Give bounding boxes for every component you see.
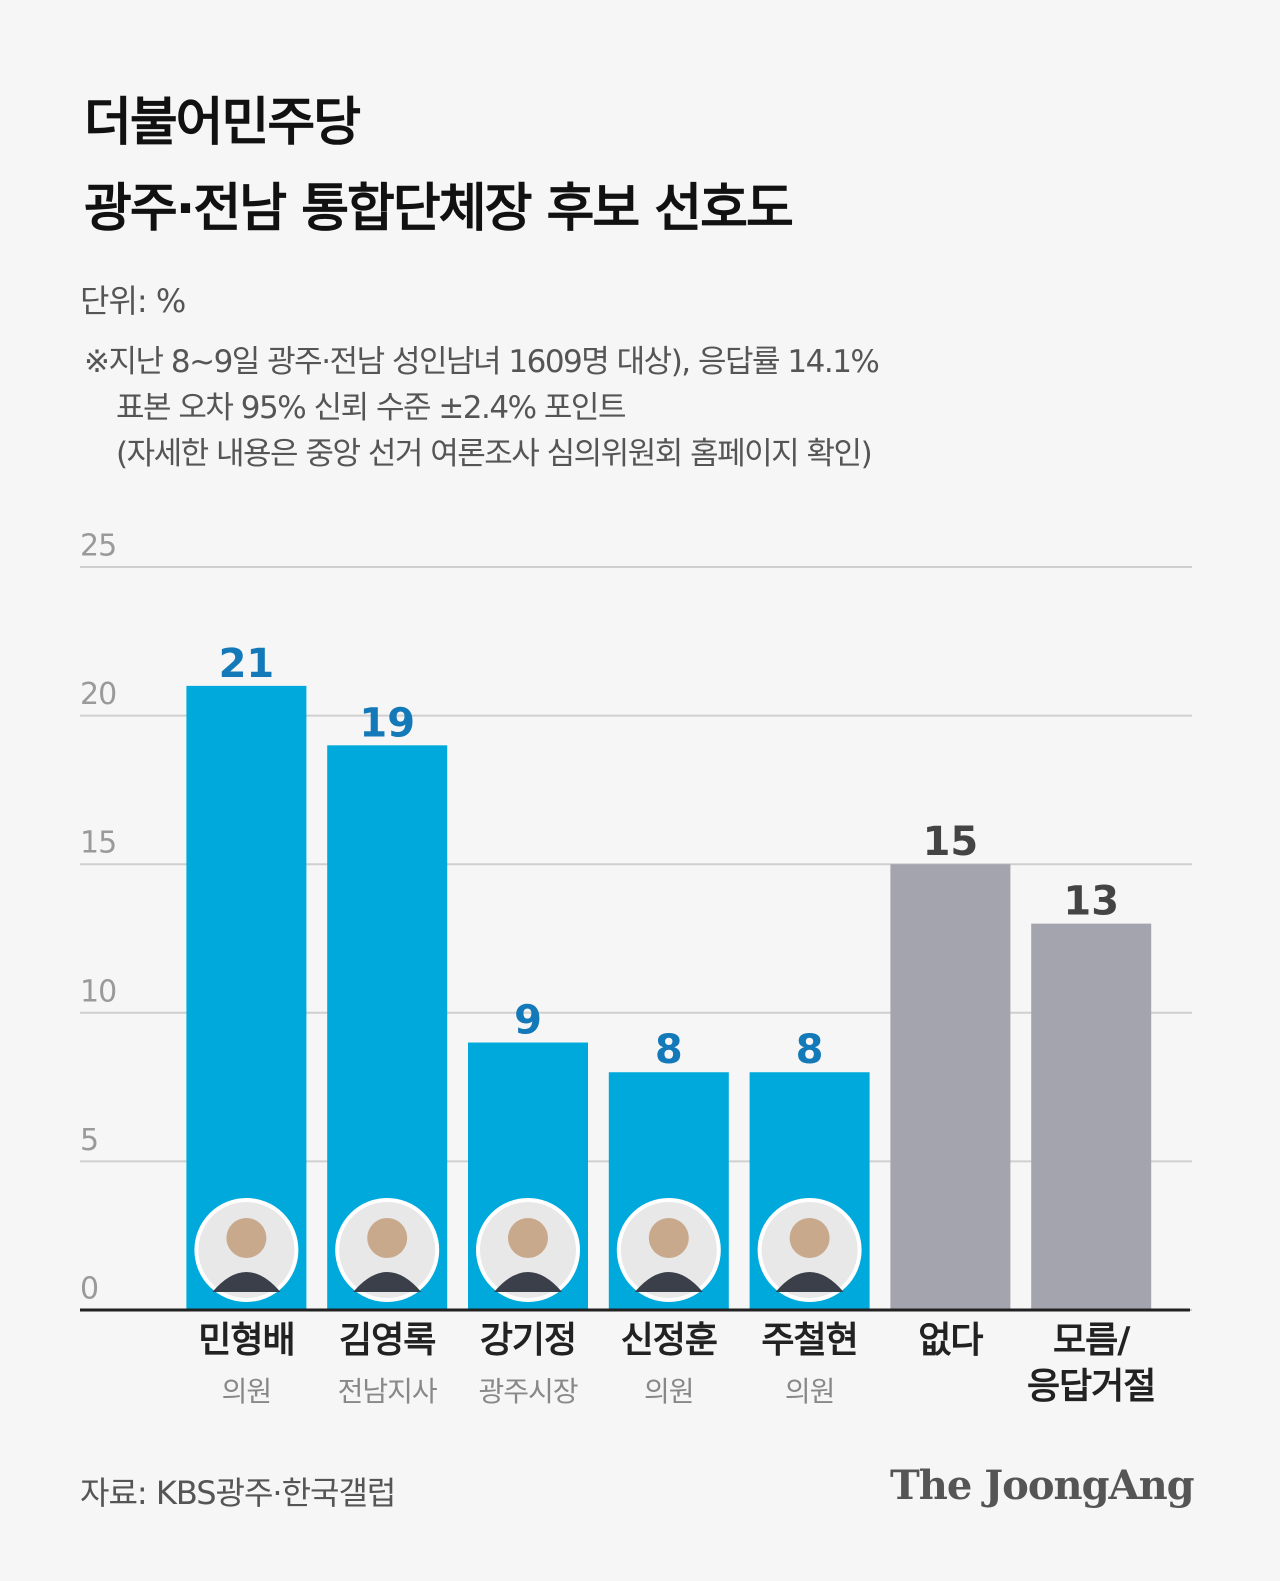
title-line: 광주·전남 통합단체장 후보 선호도: [84, 179, 794, 239]
logo: The JoongAng: [890, 1462, 1195, 1509]
y-tick-label: 20: [80, 677, 116, 712]
note: 표본 오차 95% 신뢰 수준 ±2.4% 포인트: [116, 390, 626, 426]
x-tick-sublabel: 의원: [221, 1375, 273, 1408]
portrait-head: [508, 1218, 548, 1258]
x-tick-label: 김영록: [339, 1320, 436, 1361]
bar: [1031, 923, 1152, 1310]
portrait-head: [226, 1218, 267, 1258]
note: ※지난 8~9일 광주·전남 성인남녀 1609명 대상), 응답률 14.1%: [84, 344, 880, 380]
title-line: 더불어민주당: [84, 93, 361, 153]
x-tick-label: 모름/ 응답거절: [1026, 1320, 1156, 1407]
value-label: 8: [655, 1027, 683, 1073]
source: 자료: KBS광주·한국갤럽: [80, 1474, 396, 1512]
note: (자세한 내용은 중앙 선거 여론조사 심의위원회 홈페이지 확인): [116, 436, 873, 472]
x-tick-label: 신정훈: [620, 1320, 718, 1361]
portrait-head: [789, 1218, 830, 1258]
y-tick-label: 25: [80, 529, 116, 564]
x-tick-sublabel: 의원: [784, 1375, 836, 1408]
bar: [890, 864, 1011, 1310]
portrait-body: [494, 1272, 562, 1292]
value-label: 19: [359, 700, 415, 746]
x-tick-sublabel: 전남지사: [337, 1375, 438, 1408]
y-tick-label: 5: [80, 1123, 98, 1158]
y-tick-label: 0: [80, 1272, 98, 1307]
value-label: 9: [514, 998, 542, 1044]
x-tick-label: 없다: [918, 1320, 983, 1361]
value-label: 21: [219, 641, 275, 687]
x-tick-label: 주철현: [761, 1320, 858, 1361]
portrait-body: [353, 1272, 422, 1292]
portrait-head: [648, 1218, 689, 1258]
value-label: 8: [796, 1027, 824, 1073]
portrait-body: [212, 1272, 281, 1292]
y-tick-label: 10: [80, 974, 116, 1009]
unit: 단위: %: [80, 282, 186, 320]
portrait-head: [367, 1218, 408, 1258]
portrait-body: [775, 1272, 844, 1292]
x-tick-label: 강기정: [479, 1320, 577, 1361]
value-label: 13: [1063, 879, 1119, 925]
value-label: 15: [923, 819, 979, 865]
y-tick-label: 15: [80, 826, 116, 861]
portrait-body: [634, 1272, 703, 1292]
x-tick-label: 민형배: [198, 1320, 295, 1361]
x-tick-sublabel: 광주시장: [478, 1375, 578, 1408]
x-tick-sublabel: 의원: [644, 1375, 695, 1408]
